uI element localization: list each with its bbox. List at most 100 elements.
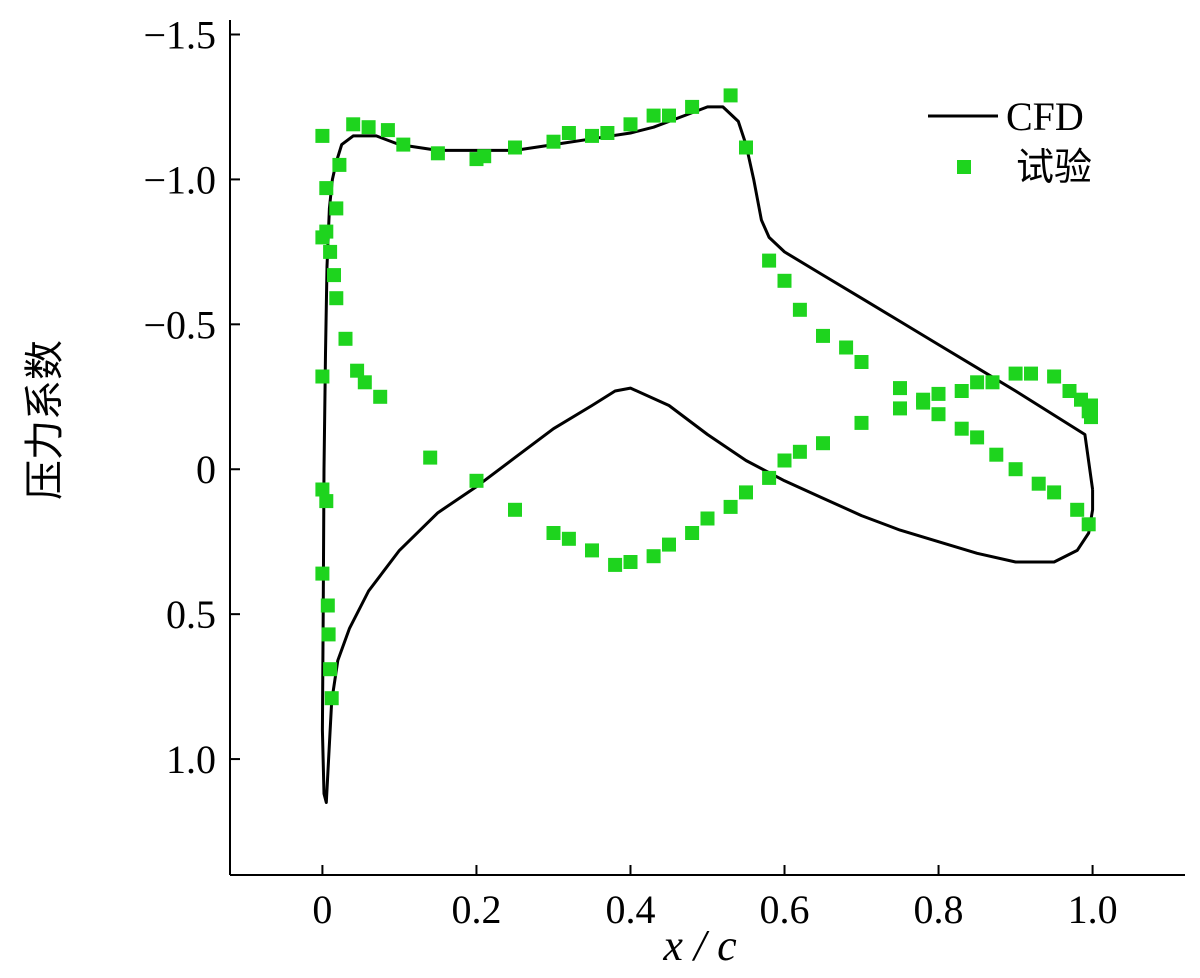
experiment-point [985, 375, 1000, 390]
experiment-point [954, 384, 969, 398]
experiment-point [321, 627, 336, 642]
y-tick-label: −0.5 [143, 302, 216, 347]
x-tick-label: 0.2 [451, 887, 501, 932]
experiment-point [854, 415, 869, 430]
experiment-point [324, 691, 339, 706]
experiment-point [315, 369, 330, 384]
experiment-point [777, 453, 792, 468]
experiment-point [916, 392, 931, 407]
x-tick-label: 0.6 [760, 887, 810, 932]
experiment-point [585, 543, 599, 558]
experiment-point [327, 268, 341, 283]
y-tick-label: 1.0 [166, 737, 216, 782]
experiment-point [739, 485, 753, 500]
experiment-point [931, 386, 946, 401]
experiment-point [762, 470, 777, 485]
experiment-point [700, 511, 715, 526]
experiment-point [1084, 410, 1098, 425]
experiment-point [323, 244, 338, 259]
experiment-point [600, 126, 615, 140]
experiment-point [430, 146, 445, 161]
experiment-point [561, 531, 576, 546]
y-tick-label: −1.0 [143, 157, 216, 202]
ticks: 0 0.2 0.4 0.6 0.8 1.0 −1.5 −1.0 −0.5 0 0.5 1.0 [143, 12, 1117, 932]
experiment-point [723, 499, 738, 514]
x-tick-label: 0.8 [914, 887, 964, 932]
experiment-point [839, 340, 854, 355]
experiment-point [1024, 366, 1038, 381]
experiment-point [396, 137, 411, 152]
experiment-point [546, 526, 561, 540]
y-tick-label: 0.5 [166, 592, 216, 637]
experiment-point [608, 557, 623, 572]
experiment-point [315, 128, 330, 143]
legend-experiment-label: 试验 [1016, 145, 1092, 189]
legend-cfd-label: CFD [1006, 94, 1084, 139]
experiment-point [346, 117, 361, 132]
experiment-point [777, 273, 792, 288]
experiment-point [332, 157, 347, 172]
x-tick-label: 0.4 [605, 887, 655, 932]
cfd-series [320, 105, 1095, 804]
experiment-point [1047, 369, 1062, 384]
experiment-point [319, 494, 334, 509]
x-axis-title: x / c [662, 921, 737, 970]
experiment-point [816, 436, 830, 451]
experiment-point [546, 134, 561, 149]
experiment-point [685, 526, 700, 540]
experiment-point [970, 375, 985, 390]
y-tick-label: −1.5 [143, 12, 216, 57]
experiment-point [989, 447, 1004, 462]
x-tick-label: 1.0 [1068, 887, 1118, 932]
experiment-point [357, 375, 372, 390]
experiment-point [1047, 485, 1062, 500]
experiment-point [954, 421, 969, 436]
experiment-point [477, 149, 492, 164]
experiment-point [373, 389, 388, 404]
experiment-point [315, 566, 330, 581]
experiment-point [319, 224, 334, 239]
experiment-point [646, 549, 661, 564]
experiment-point [723, 88, 738, 103]
experiment-point [469, 473, 484, 488]
experiment-point [320, 598, 335, 613]
experiment-series [315, 88, 1098, 706]
experiment-point [361, 120, 376, 135]
experiment-point [1008, 462, 1023, 477]
experiment-point [662, 108, 676, 123]
experiment-point [685, 99, 700, 114]
experiment-point [423, 450, 438, 465]
experiment-point [1008, 366, 1023, 381]
experiment-point [792, 444, 807, 459]
experiment-point [329, 291, 344, 306]
experiment-point [315, 482, 330, 497]
axes [229, 20, 1185, 876]
experiment-point [561, 126, 576, 140]
y-tick-label: 0 [196, 447, 216, 492]
experiment-point [585, 128, 599, 143]
experiment-point [854, 355, 869, 369]
experiment-point [893, 401, 907, 416]
experiment-point [739, 140, 753, 155]
experiment-point [792, 302, 807, 317]
experiment-point [1081, 517, 1096, 532]
experiment-point [329, 201, 344, 216]
experiment-point [1070, 502, 1085, 517]
experiment-point [646, 108, 661, 123]
experiment-point [508, 502, 522, 517]
experiment-point [816, 328, 830, 343]
experiment-point [623, 117, 638, 132]
experiment-point [762, 253, 777, 268]
cfd-line [320, 105, 1095, 804]
experiment-point [970, 430, 985, 445]
legend-experiment-marker [957, 160, 971, 174]
experiment-point [380, 123, 395, 138]
experiment-point [338, 331, 353, 346]
experiment-point [623, 555, 638, 569]
legend: CFD 试验 [928, 94, 1092, 189]
experiment-point [323, 662, 338, 677]
experiment-point [350, 363, 365, 378]
experiment-point [319, 181, 334, 196]
experiment-point [1062, 384, 1077, 398]
